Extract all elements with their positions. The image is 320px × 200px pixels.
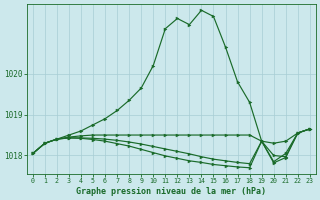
X-axis label: Graphe pression niveau de la mer (hPa): Graphe pression niveau de la mer (hPa) xyxy=(76,187,266,196)
